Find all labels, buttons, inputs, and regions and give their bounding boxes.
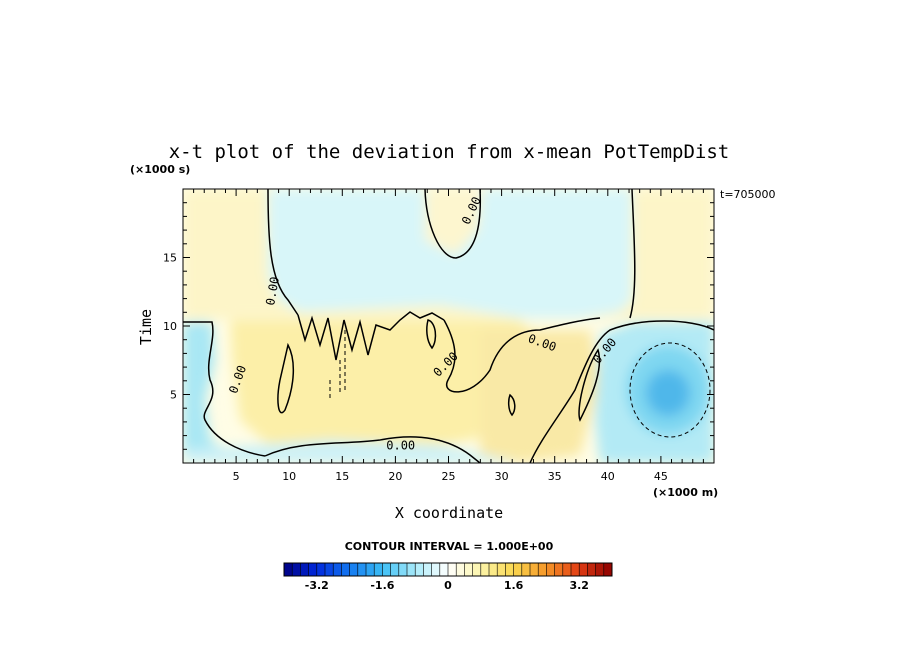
colorbar-frame [283, 562, 613, 577]
colorbar-cell [341, 563, 351, 576]
y-tick-label: 15 [163, 252, 177, 265]
contour-mid [443, 317, 601, 393]
colorbar-cell [562, 563, 572, 576]
colorbar-cell [456, 563, 465, 576]
fill-left-cold [183, 322, 235, 463]
dashed-outer [629, 342, 711, 438]
colorbar-cell [603, 563, 613, 576]
colorbar-cell [333, 563, 342, 576]
colorbar-cell [505, 563, 515, 576]
colorbar-cell [407, 563, 416, 576]
colorbar-cell [538, 563, 547, 576]
x-tick-label: 35 [548, 470, 562, 483]
color-fill [183, 189, 714, 463]
colorbar-cell [579, 563, 588, 576]
y-tick-label: 10 [163, 320, 177, 333]
chart-title: x-t plot of the deviation from x-mean Po… [169, 141, 730, 163]
x-tick-label: 45 [654, 470, 668, 483]
colorbar-cell [357, 563, 367, 576]
axis-ticks: 5 10 15 20 25 30 35 40 45 5 10 15 [163, 189, 714, 483]
contour-label: 0.00 [263, 276, 282, 307]
colorbar-cell [439, 563, 449, 576]
fill-cold-core [646, 370, 690, 416]
fill-right-warm [480, 330, 600, 463]
y-tick-label: 5 [170, 389, 177, 402]
x-tick-label: 10 [282, 470, 296, 483]
colorbar-tick-label: -1.6 [370, 579, 394, 592]
colorbar-cell [489, 563, 498, 576]
colorbar: -3.2 -1.6 0 1.6 3.2 [283, 562, 613, 592]
contour-upper-left [267, 189, 299, 316]
time-stamp: t=705000 [720, 188, 776, 201]
x-axis-label: X coordinate [395, 504, 503, 522]
contour-left [183, 321, 266, 457]
contour-small-4 [426, 319, 437, 350]
colorbar-cell [464, 563, 474, 576]
contour-lines [183, 189, 714, 463]
plot-area: 0.000.000.00 0.000.00 0.000.00 [183, 189, 714, 463]
colorbar-cell [398, 563, 408, 576]
colorbar-cell [571, 563, 580, 576]
colorbar-cell [448, 563, 457, 576]
x-tick-label: 40 [601, 470, 615, 483]
dashed-inner [329, 330, 346, 400]
colorbar-cell [513, 563, 523, 576]
x-tick-label: 25 [442, 470, 456, 483]
contour-small-3 [507, 393, 516, 417]
colorbar-cell [349, 563, 359, 576]
contour-right [529, 320, 714, 463]
contour-upper-right [629, 189, 636, 319]
contour-small-2 [578, 348, 601, 422]
fill-middle-warm [230, 320, 540, 455]
colorbar-cell [284, 563, 293, 576]
colorbar-tick-label: 1.6 [504, 579, 524, 592]
colorbar-tick-label: -3.2 [305, 579, 329, 592]
colorbar-cell [308, 563, 318, 576]
colorbar-cell [595, 563, 605, 576]
x-unit-label: (×1000 m) [653, 486, 718, 499]
colorbar-cell [497, 563, 506, 576]
colorbar-cell [316, 563, 326, 576]
colorbar-cell [366, 563, 375, 576]
contour-interval-label: CONTOUR INTERVAL = 1.000E+00 [345, 540, 554, 553]
contour-wiggle [297, 311, 445, 361]
x-tick-label: 5 [233, 470, 240, 483]
colorbar-tick-label: 3.2 [569, 579, 589, 592]
contour-label: 0.00 [386, 438, 415, 452]
contour-bottom [264, 436, 481, 463]
colorbar-cell [374, 563, 383, 576]
y-unit-label: (×1000 s) [130, 163, 190, 176]
colorbar-cell [480, 563, 490, 576]
fill-upper-cold [268, 189, 632, 318]
colorbar-cell [300, 563, 310, 576]
fill-bottom-cold [183, 440, 520, 463]
colorbar-cell [546, 563, 556, 576]
colorbar-cell [325, 563, 334, 576]
colorbar-tick-label: 0 [444, 579, 452, 592]
colorbar-cell [587, 563, 597, 576]
y-axis-label: Time [137, 309, 155, 345]
colorbar-cell [431, 563, 441, 576]
x-tick-label: 20 [388, 470, 402, 483]
colorbar-cell [382, 563, 392, 576]
colorbar-cell [415, 563, 424, 576]
colorbar-cell [292, 563, 301, 576]
contour-upper-patch [424, 189, 482, 259]
x-tick-label: 15 [335, 470, 349, 483]
colorbar-cell [423, 563, 433, 576]
colorbar-cell [530, 563, 539, 576]
colorbar-cell [472, 563, 482, 576]
colorbar-cell [390, 563, 400, 576]
x-tick-label: 30 [495, 470, 509, 483]
contour-small-1 [277, 342, 295, 414]
dashed-contours [329, 330, 711, 438]
colorbar-cell [521, 563, 531, 576]
fill-upper-warm-patch [425, 189, 482, 255]
colorbar-cell [554, 563, 564, 576]
